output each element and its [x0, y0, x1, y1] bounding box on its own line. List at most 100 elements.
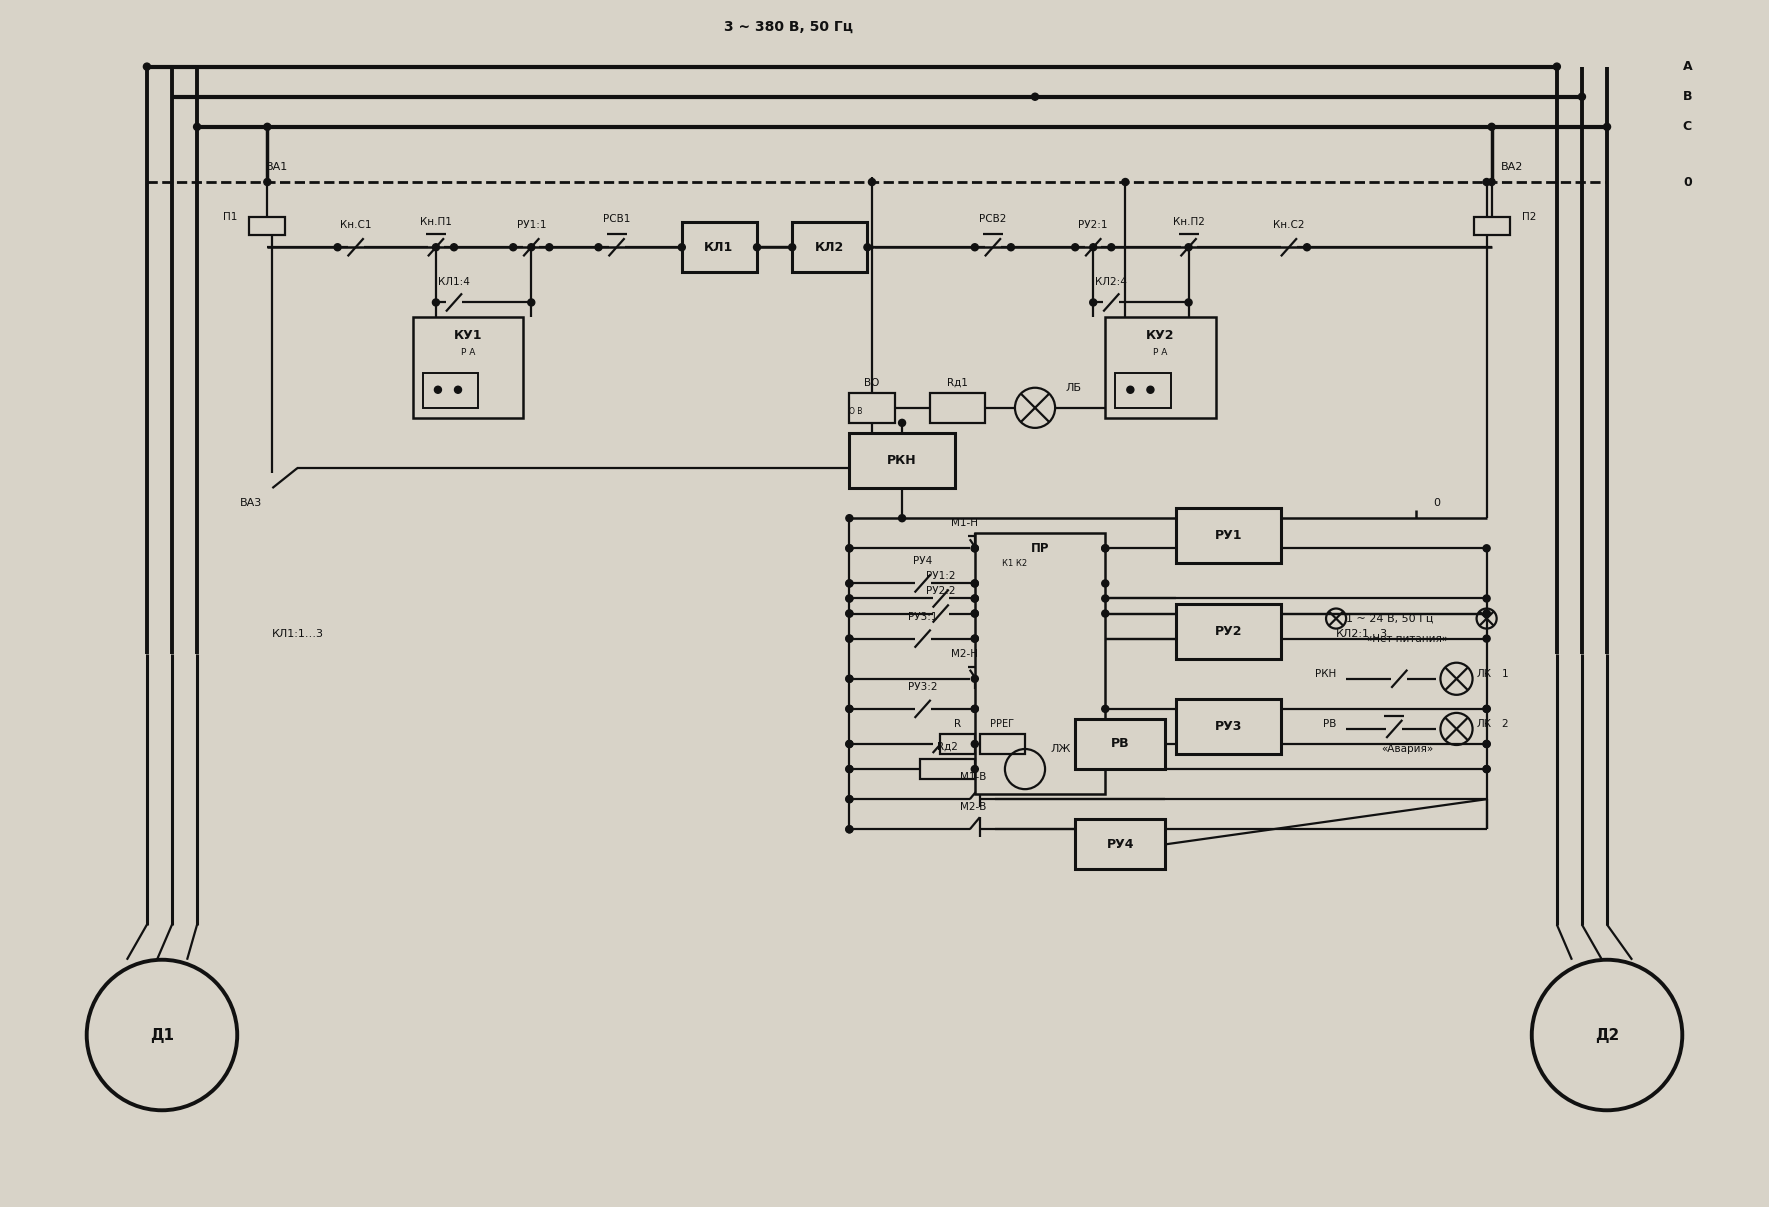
Circle shape [846, 675, 853, 682]
Text: М2-Н: М2-Н [952, 648, 978, 659]
Text: РУ1: РУ1 [1215, 529, 1242, 542]
Text: 0: 0 [1682, 175, 1691, 188]
Circle shape [1553, 63, 1560, 70]
Text: ЛЖ: ЛЖ [1051, 744, 1070, 754]
Circle shape [846, 610, 853, 617]
Text: ВО: ВО [865, 378, 879, 387]
Circle shape [754, 244, 761, 251]
Circle shape [1488, 123, 1495, 130]
Text: РУ3: РУ3 [1215, 719, 1242, 733]
Text: КУ1: КУ1 [455, 330, 483, 342]
Bar [975, 533, 1106, 794]
Circle shape [509, 244, 517, 251]
Circle shape [846, 826, 853, 833]
Bar [1176, 699, 1281, 754]
Circle shape [971, 705, 978, 712]
Circle shape [1102, 544, 1109, 552]
Text: С: С [1682, 121, 1691, 133]
Circle shape [846, 595, 853, 602]
Text: КЛ2:1…3: КЛ2:1…3 [1336, 629, 1389, 639]
Circle shape [1304, 244, 1311, 251]
Text: РУ2:1: РУ2:1 [1079, 220, 1107, 231]
Text: КЛ2:4: КЛ2:4 [1095, 278, 1127, 287]
Circle shape [1122, 179, 1129, 186]
Circle shape [1102, 579, 1109, 587]
Bar [920, 759, 975, 779]
Text: РУ1:1: РУ1:1 [517, 220, 547, 231]
Text: РУ3:2: РУ3:2 [907, 682, 938, 692]
Circle shape [846, 595, 853, 602]
Circle shape [1482, 705, 1489, 712]
Circle shape [971, 610, 978, 617]
Text: R: R [953, 719, 961, 729]
Circle shape [971, 595, 978, 602]
Text: РВ: РВ [1111, 737, 1130, 751]
Circle shape [1488, 179, 1495, 186]
Circle shape [971, 705, 978, 712]
Circle shape [789, 244, 796, 251]
Circle shape [678, 244, 685, 251]
Circle shape [846, 579, 853, 587]
Circle shape [1482, 740, 1489, 747]
Text: РУ3:1: РУ3:1 [907, 612, 938, 622]
Circle shape [971, 635, 978, 642]
Circle shape [1482, 610, 1489, 617]
Circle shape [846, 544, 853, 552]
Text: Р А: Р А [1153, 348, 1168, 357]
Text: РСВ2: РСВ2 [980, 214, 1007, 225]
Text: ВА1: ВА1 [267, 162, 288, 171]
Circle shape [1482, 544, 1489, 552]
Bar [980, 734, 1024, 754]
Circle shape [334, 244, 341, 251]
Text: М1-В: М1-В [961, 772, 985, 782]
Circle shape [1578, 93, 1585, 100]
Text: КЛ2: КЛ2 [816, 240, 844, 253]
Circle shape [435, 386, 442, 393]
Text: ЛК: ЛК [1477, 719, 1491, 729]
Text: РУ1:2: РУ1:2 [925, 571, 955, 582]
Text: РУ2:2: РУ2:2 [925, 587, 955, 596]
Circle shape [846, 610, 853, 617]
Text: КЛ1: КЛ1 [704, 240, 734, 253]
Circle shape [1090, 244, 1097, 251]
Text: КЛ1:1…3: КЛ1:1…3 [272, 629, 324, 639]
Circle shape [1482, 610, 1489, 617]
Circle shape [264, 179, 271, 186]
Text: Кн.П2: Кн.П2 [1173, 217, 1205, 227]
Circle shape [899, 514, 906, 521]
Text: 2: 2 [1502, 719, 1509, 729]
Bar [1474, 217, 1509, 235]
Bar [1176, 604, 1281, 659]
Text: РУ4: РУ4 [913, 556, 932, 566]
Text: 0: 0 [1433, 498, 1440, 508]
Circle shape [971, 675, 978, 682]
Circle shape [1031, 93, 1038, 100]
Circle shape [451, 244, 458, 251]
Circle shape [846, 765, 853, 772]
Circle shape [1102, 595, 1109, 602]
Text: П1: П1 [223, 212, 237, 222]
Text: ЛБ: ЛБ [1065, 383, 1081, 392]
Circle shape [1090, 299, 1097, 305]
Bar [849, 392, 895, 422]
Circle shape [1107, 244, 1114, 251]
Text: П2: П2 [1521, 212, 1535, 222]
Circle shape [527, 244, 534, 251]
Bar [1076, 820, 1166, 869]
Circle shape [971, 635, 978, 642]
Bar [1106, 317, 1215, 418]
Circle shape [846, 579, 853, 587]
Bar [849, 433, 955, 488]
Text: РВ: РВ [1323, 719, 1336, 729]
Text: Д2: Д2 [1596, 1027, 1619, 1043]
Circle shape [846, 635, 853, 642]
Circle shape [1482, 595, 1489, 602]
Bar [249, 217, 285, 235]
Circle shape [1603, 123, 1610, 130]
Bar [939, 734, 975, 754]
Circle shape [594, 244, 601, 251]
Bar [423, 373, 478, 408]
Circle shape [143, 63, 150, 70]
Circle shape [846, 705, 853, 712]
Text: М1-Н: М1-Н [952, 518, 978, 529]
